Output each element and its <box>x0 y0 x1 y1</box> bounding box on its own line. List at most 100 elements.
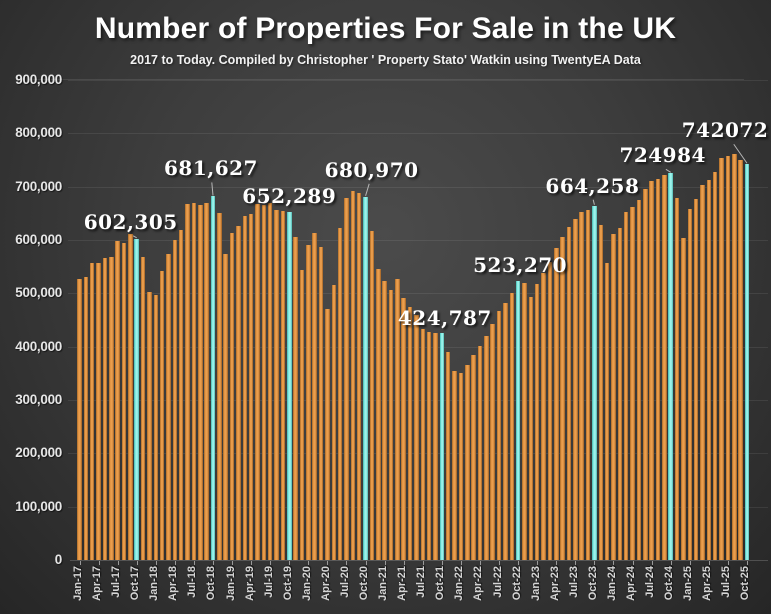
x-axis-tick <box>136 561 138 565</box>
bar <box>121 243 127 560</box>
x-axis-tick <box>537 561 539 565</box>
x-axis-tick <box>556 561 558 565</box>
x-axis-tick <box>727 561 729 565</box>
x-axis-tick <box>518 561 520 565</box>
bar <box>109 256 114 560</box>
bar <box>337 227 343 560</box>
bar <box>503 303 508 560</box>
bar <box>592 205 597 560</box>
x-axis-label: Jan-22 <box>453 566 466 601</box>
x-axis-label: Oct-24 <box>663 566 676 601</box>
bar <box>674 198 680 560</box>
data-label: 742072 <box>681 118 769 143</box>
x-axis-tick <box>365 561 367 565</box>
bar <box>376 269 381 560</box>
bar <box>318 247 324 560</box>
bar <box>159 270 165 560</box>
bar <box>617 228 623 560</box>
bar <box>153 295 159 560</box>
bar <box>636 200 642 560</box>
bar <box>579 212 584 560</box>
bar <box>490 323 495 560</box>
x-axis-label: Oct-23 <box>586 566 599 601</box>
data-label: 523,270 <box>473 252 568 277</box>
x-axis-tick <box>308 561 310 565</box>
bar <box>178 229 184 560</box>
bar <box>217 213 222 560</box>
leader-line <box>211 182 214 196</box>
bar <box>287 212 292 560</box>
bar <box>458 373 464 560</box>
bar <box>554 248 559 560</box>
x-axis-tick <box>594 561 596 565</box>
bar <box>388 289 394 560</box>
x-axis-tick <box>479 561 481 565</box>
y-axis-label: 700,000 <box>15 178 62 194</box>
x-axis-tick <box>232 561 234 565</box>
bar <box>248 214 254 560</box>
gridline <box>68 133 768 135</box>
x-axis-label: Apr-18 <box>167 566 180 601</box>
y-axis-label: 200,000 <box>15 445 62 461</box>
bar <box>331 284 337 560</box>
gridline <box>68 186 768 188</box>
bar <box>293 236 298 560</box>
bar <box>706 179 712 560</box>
bar <box>325 308 330 560</box>
x-axis-tick <box>499 561 501 565</box>
x-axis-tick <box>79 561 81 565</box>
bar <box>604 263 610 560</box>
y-axis-label: 400,000 <box>15 338 62 354</box>
bar <box>395 278 400 560</box>
x-axis-label: Jul-19 <box>262 566 275 598</box>
x-axis-tick <box>651 561 653 565</box>
gridline <box>68 293 768 295</box>
bar <box>522 283 527 560</box>
x-axis-tick <box>98 561 100 565</box>
gridline <box>68 80 768 81</box>
bar <box>414 315 419 560</box>
bar <box>662 174 667 560</box>
bar <box>585 209 591 560</box>
bar <box>261 204 267 560</box>
bar <box>140 256 146 560</box>
bar <box>655 178 661 560</box>
x-axis-label: Jul-20 <box>338 566 351 598</box>
bar <box>725 155 731 560</box>
x-axis-tick <box>422 561 424 565</box>
x-axis-label: Jan-21 <box>377 566 390 601</box>
x-axis-tick <box>746 561 748 565</box>
bar <box>407 306 413 560</box>
bar <box>547 262 553 560</box>
x-axis-label: Oct-18 <box>205 566 218 601</box>
x-axis-label: Jul-18 <box>186 566 199 598</box>
x-axis-label: Jul-23 <box>567 566 580 598</box>
x-axis-line <box>70 560 768 561</box>
bar <box>363 196 368 560</box>
x-axis-label: Jan-17 <box>72 566 84 601</box>
bar <box>643 189 648 560</box>
x-axis-label: Oct-22 <box>510 566 523 601</box>
bar <box>528 296 534 560</box>
chart-subtitle: 2017 to Today. Compiled by Christopher '… <box>130 53 641 67</box>
bar <box>198 204 203 560</box>
x-axis-label: Jul-21 <box>415 566 428 598</box>
bar <box>693 199 699 560</box>
y-axis-label: 900,000 <box>15 72 62 87</box>
x-axis-tick <box>155 561 157 565</box>
x-axis-label: Jan-18 <box>148 566 161 601</box>
bar <box>299 269 305 560</box>
bar <box>223 254 228 560</box>
bar <box>630 206 635 560</box>
page-title: Number of Properties For Sale in the UK <box>94 12 677 45</box>
bar <box>611 234 616 560</box>
y-axis-label: 500,000 <box>15 285 62 301</box>
x-axis-label: Apr-17 <box>91 566 104 601</box>
x-axis-tick <box>117 561 119 565</box>
bar <box>744 164 750 560</box>
x-axis-label: Oct-17 <box>129 566 142 601</box>
x-axis-label: Apr-21 <box>396 566 409 601</box>
bar <box>166 254 171 560</box>
bar <box>471 355 476 560</box>
